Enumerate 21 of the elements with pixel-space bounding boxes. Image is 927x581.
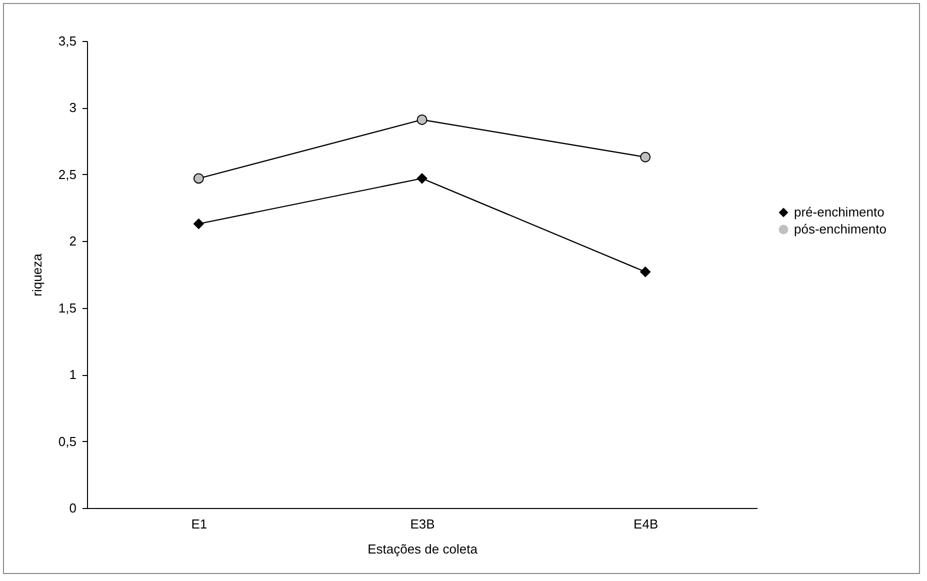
y-tick-label: 1,5 (58, 300, 76, 316)
x-tick-label: E1 (191, 516, 208, 532)
y-axis-title: riqueza (29, 252, 44, 296)
point (193, 218, 204, 230)
x-tick-label: E3B (410, 516, 435, 532)
y-tick-label: 1 (69, 367, 76, 382)
y-tick-label: 3 (69, 100, 76, 116)
x-tick-label: E4B (634, 516, 658, 532)
y-tick-label: 0 (69, 500, 76, 516)
x-axis-title: Estações de coleta (368, 542, 478, 556)
y-tick-label: 3,5 (58, 34, 76, 48)
y-tick-label: 2,5 (58, 166, 76, 182)
point (193, 173, 204, 184)
y-tick-label: 0,5 (58, 434, 76, 449)
legend-label: pós-enchimento (794, 222, 886, 236)
y-tick-label: 2 (69, 234, 76, 249)
legend-label: pré-enchimento (794, 204, 884, 220)
point (640, 266, 651, 278)
point (416, 173, 428, 184)
point (416, 114, 428, 125)
point (640, 152, 651, 162)
